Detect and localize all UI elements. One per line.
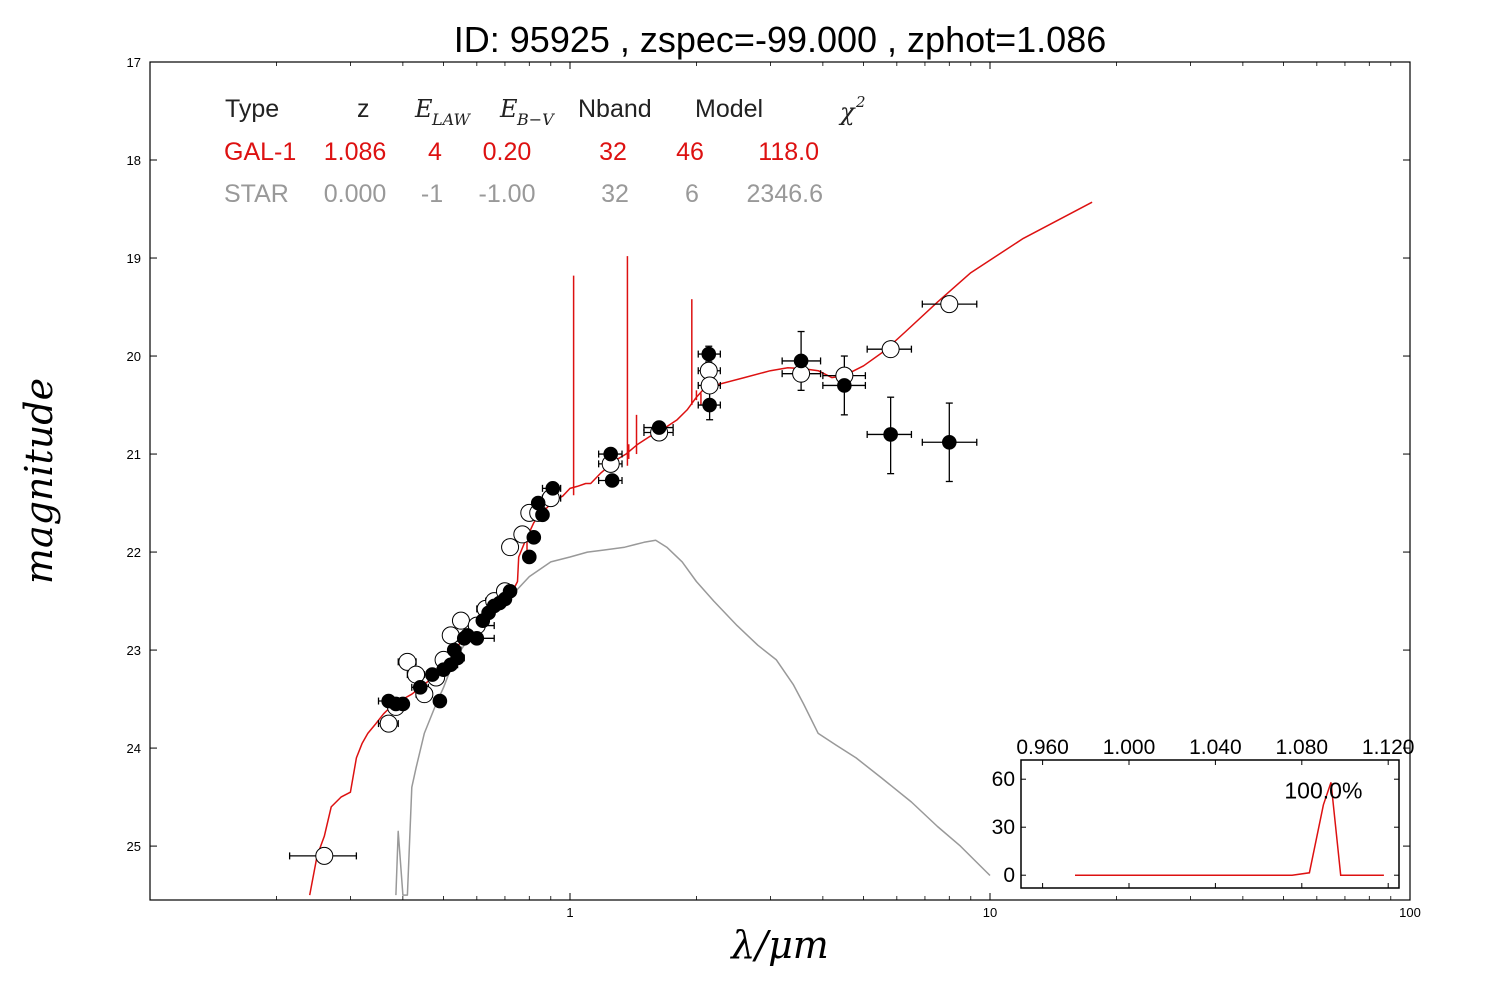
y-tick-label: 23 <box>127 643 141 658</box>
model-magnitude-point <box>700 376 719 395</box>
fit-table: Type z E LAW E B−V Nband Model χ 2 GAL-1… <box>224 93 866 208</box>
observed-magnitude-point <box>604 473 620 488</box>
observed-magnitude-point <box>702 397 717 413</box>
x-tick-label: 100 <box>1399 905 1421 920</box>
observed-magnitude-point <box>526 530 542 545</box>
observed-magnitude-point <box>432 693 448 709</box>
table-header-chi-exponent: 2 <box>855 93 866 111</box>
inset-x-tick-label: 1.080 <box>1276 736 1329 759</box>
y-tick-label: 22 <box>127 545 141 560</box>
galaxy-row-elaw: 4 <box>428 138 442 166</box>
star-model-line <box>395 539 991 896</box>
y-tick-label: 19 <box>127 251 141 266</box>
table-header-ebv-sub: B−V <box>516 110 555 129</box>
inset-x-tick-label: 1.000 <box>1103 736 1156 759</box>
observed-magnitude-point <box>883 427 898 442</box>
table-header-type: Type <box>225 95 279 123</box>
y-axis-label: magnitude <box>17 378 61 584</box>
observed-magnitude-point <box>502 583 518 599</box>
pdz-inset: 0.960 1.000 1.040 1.080 1.120 0 30 60 100.0% <box>992 736 1415 889</box>
model-magnitude-point <box>398 652 417 671</box>
star-row-elaw: -1 <box>421 180 443 208</box>
observed-magnitude-point <box>941 434 957 450</box>
table-header-elaw-main: E <box>414 95 433 123</box>
inset-x-tick-label: 1.040 <box>1189 736 1242 759</box>
table-header-model: Model <box>695 95 763 123</box>
observed-magnitude-point <box>450 650 465 666</box>
star-row-z: 0.000 <box>324 180 387 208</box>
pdz-curve <box>1075 782 1384 876</box>
observed-magnitude-point <box>412 680 428 695</box>
pdz-line <box>1075 782 1384 876</box>
star-row-ebv: -1.00 <box>479 180 536 208</box>
inset-x-tick-label: 0.960 <box>1016 736 1069 759</box>
galaxy-row-z: 1.086 <box>324 138 387 166</box>
y-tick-label: 20 <box>127 349 141 364</box>
model-magnitude-point <box>501 538 520 557</box>
galaxy-row-model: 46 <box>676 138 704 166</box>
table-header-z: z <box>357 95 370 123</box>
table-header-nband: Nband <box>578 95 652 123</box>
observed-magnitude-point <box>603 446 619 462</box>
observed-magnitude-point <box>535 507 550 523</box>
y-tick-label: 17 <box>127 55 141 70</box>
x-tick-label: 10 <box>983 905 997 920</box>
chart-title: ID: 95925 , zspec=-99.000 , zphot=1.086 <box>454 19 1106 60</box>
pdz-probability-label: 100.0% <box>1284 777 1362 803</box>
star-row-type: STAR <box>224 180 289 208</box>
observed-magnitude-point <box>651 420 667 435</box>
model-magnitude-point <box>881 340 900 359</box>
model-magnitude-point <box>315 846 334 865</box>
main-plot-frame <box>149 61 1411 901</box>
inset-y-tick-label: 30 <box>992 816 1015 839</box>
observed-magnitude-point <box>521 549 537 565</box>
observed-magnitude-point <box>469 631 485 646</box>
observed-magnitude-point <box>793 353 809 369</box>
table-header-elaw: E LAW <box>414 95 472 129</box>
star-row-chi2: 2346.6 <box>747 180 823 208</box>
x-axis-label: λ/μm <box>729 923 829 967</box>
galaxy-row-chi2: 118.0 <box>758 138 819 166</box>
inset-y-tick-label: 60 <box>992 768 1015 791</box>
y-tick-label: 21 <box>127 447 141 462</box>
model-magnitude-point <box>441 626 460 645</box>
inset-x-tick-label: 1.120 <box>1362 736 1415 759</box>
star-row-nband: 32 <box>601 180 629 208</box>
galaxy-row-ebv: 0.20 <box>483 138 532 166</box>
model-magnitude-point <box>451 611 470 630</box>
inset-axis-ticks: 0.960 1.000 1.040 1.080 1.120 0 30 60 <box>992 736 1415 888</box>
observed-magnitude-point <box>545 481 561 496</box>
y-tick-label: 24 <box>127 741 141 756</box>
observed-magnitude-point <box>701 346 717 362</box>
table-header-elaw-sub: LAW <box>431 110 472 129</box>
table-header-chi2: χ 2 <box>838 93 866 126</box>
observed-magnitude-point <box>395 696 411 712</box>
inset-y-tick-label: 0 <box>1003 864 1015 887</box>
star-row-model: 6 <box>685 180 699 208</box>
y-tick-label: 25 <box>127 839 141 854</box>
model-magnitude-point <box>940 295 959 314</box>
galaxy-row-nband: 32 <box>599 138 627 166</box>
table-header-ebv: E B−V <box>499 95 555 129</box>
y-tick-label: 18 <box>127 153 141 168</box>
x-tick-label: 1 <box>566 905 573 920</box>
table-header-ebv-main: E <box>499 95 518 123</box>
galaxy-row-type: GAL-1 <box>224 138 296 166</box>
observed-magnitude-point <box>837 378 852 393</box>
photometry-points <box>288 295 978 865</box>
model-magnitude-point <box>379 714 398 733</box>
table-header-chi-symbol: χ <box>838 98 856 126</box>
